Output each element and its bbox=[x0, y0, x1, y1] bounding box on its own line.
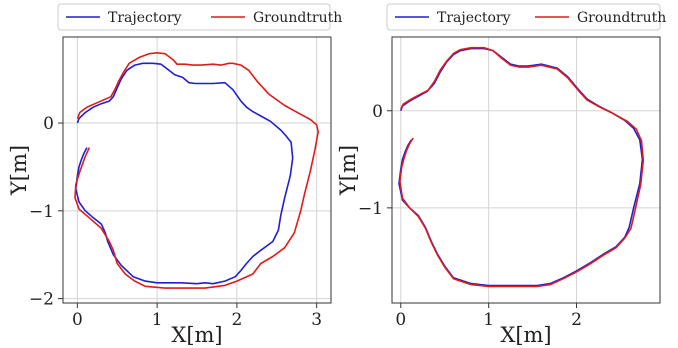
legend: Trajectory Groundtruth bbox=[57, 3, 342, 31]
chart-right: 0 1 2 0 −1 X[m] Y[m] Trajectory Groundtruth bbox=[336, 3, 666, 347]
y-tick-label: −2 bbox=[29, 290, 54, 310]
x-tick-label: 0 bbox=[72, 310, 83, 330]
legend-box bbox=[386, 3, 661, 31]
plot-frame bbox=[391, 36, 661, 304]
legend-box bbox=[57, 3, 331, 31]
legend-label-trajectory: Trajectory bbox=[437, 10, 511, 26]
x-tick-label: 1 bbox=[483, 310, 494, 330]
y-tick-label: −1 bbox=[29, 202, 54, 222]
legend-label-groundtruth: Groundtruth bbox=[253, 10, 342, 26]
x-tick-label: 2 bbox=[571, 310, 582, 330]
plot-frame bbox=[62, 36, 332, 304]
x-tick-label: 2 bbox=[231, 310, 242, 330]
series-line-trajectory bbox=[75, 62, 294, 285]
y-axis-label: Y[m] bbox=[7, 145, 31, 196]
series-line-groundtruth bbox=[74, 51, 320, 289]
x-tick-label: 1 bbox=[152, 310, 163, 330]
x-axis-label: X[m] bbox=[500, 323, 551, 347]
x-tick-label: 0 bbox=[395, 310, 406, 330]
x-tick-label: 3 bbox=[311, 310, 322, 330]
y-tick-label: 0 bbox=[372, 102, 383, 122]
y-tick-label: −1 bbox=[358, 199, 383, 219]
series-line-groundtruth bbox=[399, 46, 645, 288]
y-axis-label: Y[m] bbox=[336, 145, 360, 196]
x-axis-label: X[m] bbox=[171, 323, 222, 347]
legend: Trajectory Groundtruth bbox=[386, 3, 666, 31]
legend-label-groundtruth: Groundtruth bbox=[577, 10, 666, 26]
chart-left: 0 1 2 3 0 −1 −2 X[m] Y[m] Trajectory Groundtruth bbox=[7, 3, 342, 347]
y-tick-label: 0 bbox=[43, 114, 54, 134]
legend-label-trajectory: Trajectory bbox=[108, 10, 182, 26]
